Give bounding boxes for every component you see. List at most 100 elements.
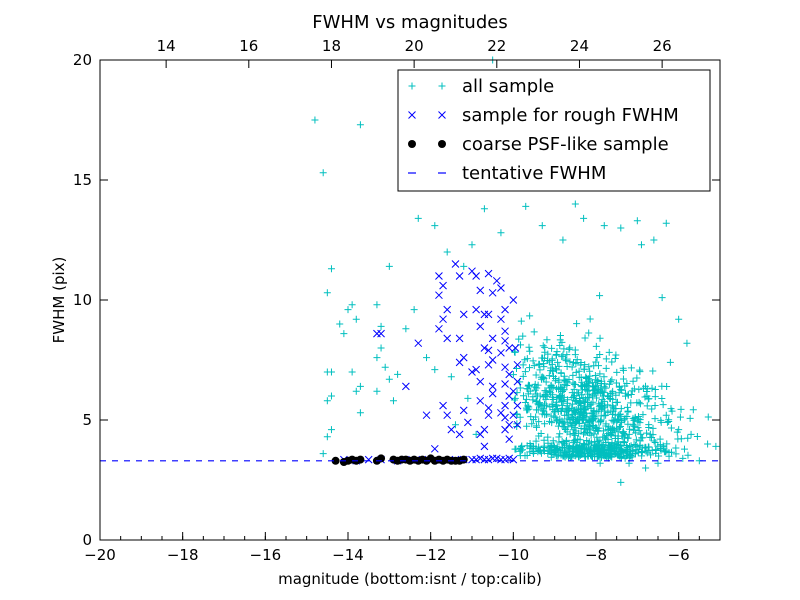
all-sample-point — [649, 367, 657, 375]
all-sample-point — [348, 368, 356, 376]
all-sample-point — [612, 443, 620, 451]
rough-fwhm-point — [476, 430, 485, 439]
all-sample-point — [589, 379, 597, 387]
all-sample-point — [327, 392, 335, 400]
all-sample-point — [519, 361, 527, 369]
all-sample-point — [648, 446, 656, 454]
all-sample-point — [614, 411, 622, 419]
all-sample-point — [659, 442, 667, 450]
all-sample-point — [648, 384, 656, 392]
all-sample-point — [581, 446, 589, 454]
all-sample-point — [523, 422, 531, 430]
all-sample-point — [377, 322, 385, 330]
all-sample-point — [636, 400, 644, 408]
all-sample-point — [627, 364, 635, 372]
all-sample-point — [414, 214, 422, 222]
legend-dot-marker — [438, 140, 446, 148]
rough-fwhm-point — [459, 310, 468, 319]
all-sample-point — [580, 214, 588, 222]
top-tick-label: 14 — [157, 37, 176, 55]
all-sample-point — [590, 413, 598, 421]
rough-fwhm-point — [455, 334, 464, 343]
all-sample-point — [588, 392, 596, 400]
rough-fwhm-point — [435, 291, 443, 300]
all-sample-point — [522, 395, 530, 403]
all-sample-point — [519, 372, 527, 380]
rough-fwhm-point — [484, 269, 493, 278]
all-sample-point — [662, 219, 670, 227]
rough-fwhm-point — [501, 305, 509, 314]
all-sample-point — [554, 452, 562, 460]
all-sample-point — [572, 368, 580, 376]
all-sample-point — [668, 407, 676, 415]
rough-fwhm-point — [377, 329, 385, 338]
all-sample-point — [580, 450, 588, 458]
all-sample-point — [529, 396, 537, 404]
all-sample-point — [519, 332, 527, 340]
all-sample-point — [373, 301, 381, 309]
rough-fwhm-point — [447, 425, 456, 434]
all-sample-point — [521, 356, 529, 364]
all-sample-point — [323, 397, 331, 405]
all-sample-point — [547, 453, 555, 461]
all-sample-point — [578, 382, 586, 390]
all-sample-point — [431, 222, 439, 230]
all-sample-point — [635, 385, 643, 393]
all-sample-point — [559, 447, 567, 455]
all-sample-point — [555, 393, 563, 401]
all-sample-point — [637, 241, 645, 249]
all-sample-point — [633, 399, 641, 407]
rough-fwhm-point — [501, 380, 509, 388]
all-sample-point — [531, 386, 539, 394]
rough-fwhm-point — [439, 315, 447, 324]
legend-label: all sample — [462, 76, 554, 97]
legend-label: sample for rough FWHM — [462, 105, 679, 126]
all-sample-point — [592, 423, 600, 431]
all-sample-point — [575, 410, 583, 418]
all-sample-point — [552, 406, 560, 414]
chart-title: FWHM vs magnitudes — [312, 12, 507, 33]
all-sample-point — [516, 444, 524, 452]
all-sample-point — [559, 236, 567, 244]
all-sample-point — [596, 370, 604, 378]
legend-dot-marker — [408, 140, 416, 148]
all-sample-point — [573, 356, 581, 364]
rough-fwhm-point — [480, 455, 489, 464]
all-sample-point — [385, 262, 393, 270]
all-sample-point — [612, 379, 620, 387]
all-sample-point — [676, 413, 684, 421]
all-sample-point — [373, 354, 381, 362]
all-sample-point — [649, 424, 657, 432]
all-sample-point — [327, 426, 335, 434]
all-sample-point — [565, 376, 573, 384]
all-sample-point — [586, 372, 594, 380]
rough-fwhm-point — [511, 344, 520, 352]
plot-points — [311, 56, 720, 486]
all-sample-point — [551, 413, 559, 421]
all-sample-point — [547, 389, 555, 397]
all-sample-point — [519, 392, 527, 400]
all-sample-point — [576, 436, 584, 444]
all-sample-point — [596, 350, 604, 358]
all-sample-point — [541, 411, 549, 419]
all-sample-point — [536, 366, 544, 374]
all-sample-point — [563, 450, 571, 458]
all-sample-point — [569, 379, 577, 387]
all-sample-point — [613, 425, 621, 433]
all-sample-point — [529, 357, 537, 365]
rough-fwhm-point — [468, 368, 476, 376]
all-sample-point — [628, 387, 636, 395]
all-sample-point — [311, 116, 319, 124]
all-sample-point — [644, 443, 652, 451]
all-sample-point — [585, 424, 593, 432]
all-sample-point — [650, 437, 658, 445]
all-sample-point — [540, 354, 548, 362]
all-sample-point — [584, 440, 592, 448]
all-sample-point — [525, 403, 533, 411]
all-sample-point — [543, 336, 551, 344]
rough-fwhm-point — [488, 454, 497, 463]
all-sample-point — [591, 453, 599, 461]
all-sample-point — [619, 429, 627, 437]
all-sample-point — [464, 394, 472, 402]
rough-fwhm-point — [435, 272, 443, 280]
